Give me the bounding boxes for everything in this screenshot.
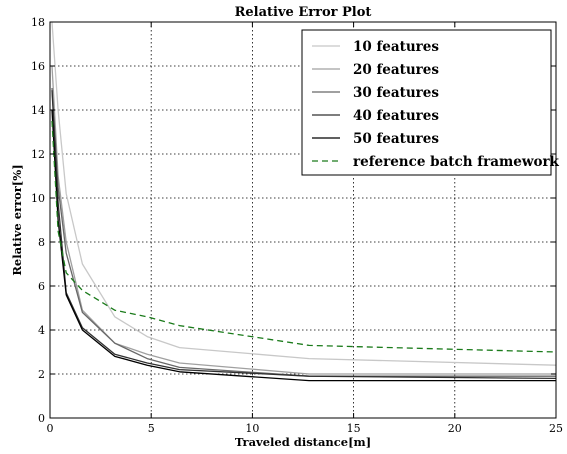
chart-title: Relative Error Plot bbox=[235, 5, 372, 20]
series-line-4 bbox=[51, 90, 557, 380]
y-tick-label: 18 bbox=[31, 16, 45, 29]
x-tick-label: 0 bbox=[47, 422, 54, 435]
x-tick-label: 5 bbox=[148, 422, 155, 435]
y-tick-label: 10 bbox=[31, 192, 45, 205]
legend-label-3: 30 features bbox=[353, 85, 439, 101]
y-tick-label: 12 bbox=[31, 148, 45, 161]
legend-label-2: 20 features bbox=[353, 62, 439, 78]
legend-box bbox=[301, 29, 552, 176]
y-tick-label: 0 bbox=[38, 412, 45, 425]
series-line-6 bbox=[51, 120, 557, 353]
plot-frame bbox=[49, 21, 557, 419]
x-axis-title: Traveled distance[m] bbox=[235, 435, 371, 449]
legend-label-5: 50 features bbox=[353, 131, 439, 147]
legend: 10 features 20 features 30 features 40 feat… bbox=[301, 29, 560, 176]
legend-label-6: reference batch framework bbox=[353, 154, 560, 170]
series-lines bbox=[51, 21, 557, 382]
legend-label-4: 40 features bbox=[353, 108, 439, 124]
series-line-1 bbox=[51, 21, 557, 366]
x-tick-label: 20 bbox=[448, 422, 462, 435]
y-axis-title: Relative error[%] bbox=[10, 164, 24, 275]
y-tick-label: 16 bbox=[31, 60, 45, 73]
y-tick-label: 14 bbox=[31, 104, 45, 117]
y-tick-label: 4 bbox=[38, 324, 45, 337]
series-line-3 bbox=[51, 87, 556, 377]
x-tick-label: 10 bbox=[245, 422, 259, 435]
axis-ticks: 0 5 10 15 20 25 0 2 4 6 8 10 12 14 16 18 bbox=[31, 16, 563, 435]
legend-label-1: 10 features bbox=[353, 39, 439, 55]
x-tick-label: 15 bbox=[347, 422, 361, 435]
y-tick-label: 8 bbox=[38, 236, 45, 249]
y-tick-label: 6 bbox=[38, 280, 45, 293]
x-tick-label: 25 bbox=[549, 422, 563, 435]
y-tick-label: 2 bbox=[38, 368, 45, 381]
